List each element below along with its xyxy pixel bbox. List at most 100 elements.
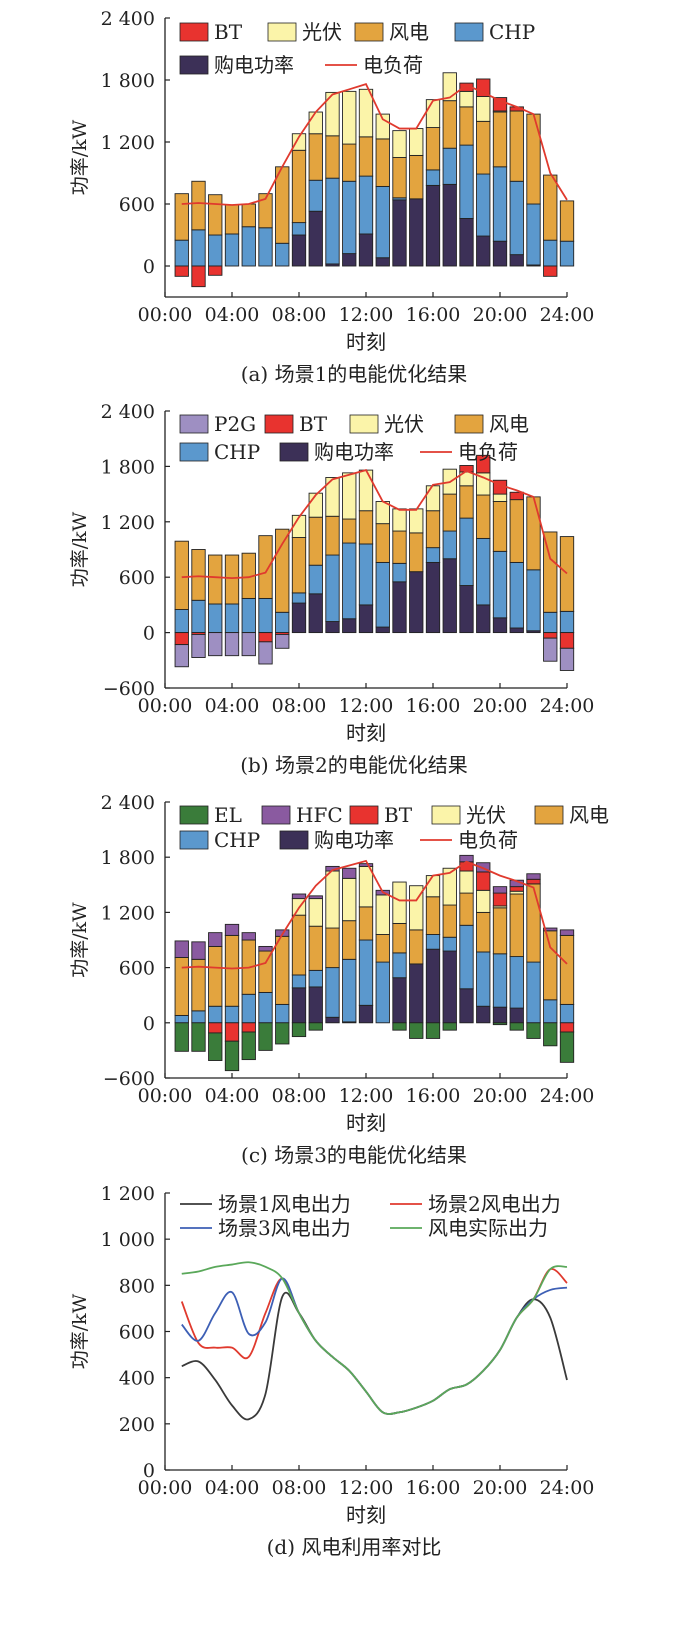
bar-wind [241, 203, 256, 228]
bar-bt [241, 1022, 256, 1033]
bar-chp [275, 1003, 290, 1024]
bar-wind [208, 554, 223, 605]
bar-wind [224, 554, 240, 605]
bar-grid [492, 1006, 508, 1024]
bar-hfc [308, 895, 323, 900]
bar-chp [208, 234, 223, 267]
bar-chp [308, 179, 323, 212]
bar-chp [509, 180, 524, 256]
legend-label: BT [299, 412, 328, 436]
load-line [181, 859, 568, 970]
bar-chp [191, 1010, 206, 1024]
bar-bt [476, 454, 491, 474]
bar-el [291, 1022, 307, 1038]
x-tick-label: 20:00 [473, 1477, 528, 1499]
bar-bt [224, 1022, 240, 1042]
x-tick-label: 00:00 [138, 304, 193, 326]
bar-wind [258, 950, 273, 993]
legend-swatch [454, 414, 484, 434]
bar-grid [492, 240, 508, 267]
x-axis-label: 时刻 [346, 330, 386, 354]
y-tick-label: 600 [119, 958, 155, 980]
bar-chp [543, 611, 558, 634]
bar-hfc [174, 940, 189, 958]
bar-chp [308, 969, 323, 988]
bar-hfc [526, 873, 541, 880]
bar-pv [358, 469, 374, 512]
bar-chp [559, 240, 575, 267]
y-tick-label: 2 400 [101, 8, 155, 30]
bar-wind [258, 535, 273, 599]
bar-wind [425, 510, 441, 549]
legend-label: 购电功率 [314, 440, 394, 464]
bar-p2g [174, 644, 189, 668]
bar-grid [425, 948, 441, 1024]
bar-p2g [224, 632, 240, 657]
x-tick-label: 20:00 [473, 1085, 528, 1107]
legend-label: CHP [214, 828, 260, 852]
bar-hfc [208, 932, 223, 947]
y-axis-label: 功率/kW [69, 511, 91, 587]
bar-wind [191, 549, 206, 601]
bar-wind [392, 157, 407, 199]
legend-swatch [179, 414, 209, 434]
bar-wind [174, 540, 189, 610]
bar-chp [358, 543, 374, 606]
legend-swatch [179, 22, 209, 42]
bar-grid [509, 627, 524, 634]
bar-pv [459, 870, 474, 894]
bar-pv [392, 881, 407, 924]
x-axis-label: 时刻 [346, 1111, 386, 1135]
bar-grid [342, 253, 357, 267]
bar-chp [275, 242, 290, 267]
bar-el [492, 1022, 508, 1026]
bar-el [559, 1031, 575, 1063]
x-tick-label: 00:00 [138, 695, 193, 717]
bar-pv [342, 472, 357, 520]
bar-bt [509, 886, 524, 892]
bar-grid [409, 571, 424, 634]
x-tick-label: 16:00 [406, 695, 461, 717]
bar-wind [425, 127, 441, 171]
bar-wind [509, 893, 524, 958]
x-tick-label: 04:00 [205, 304, 260, 326]
bar-bt [559, 632, 575, 649]
y-tick-label: 1 800 [101, 456, 155, 478]
y-tick-label: 0 [143, 623, 155, 645]
x-tick-label: 24:00 [540, 1085, 595, 1107]
bar-hfc [291, 893, 307, 900]
bar-chp [392, 952, 407, 979]
legend-label: 风电 [569, 803, 609, 827]
bar-grid [342, 618, 357, 634]
series-line-3 [181, 1277, 568, 1415]
bar-wind [543, 174, 558, 241]
bar-chp [459, 924, 474, 990]
bar-wind [559, 934, 575, 1005]
x-axis-label: 时刻 [346, 721, 386, 745]
bar-pv [425, 485, 441, 512]
legend-label: 购电功率 [214, 53, 294, 77]
legend-label: CHP [489, 20, 535, 44]
x-tick-label: 24:00 [540, 1477, 595, 1499]
series-line-2 [180, 1268, 568, 1415]
bar-chp [526, 569, 541, 632]
bar-chp [258, 991, 273, 1024]
bar-chp [224, 603, 240, 634]
legend-label: 风电实际出力 [428, 1216, 548, 1240]
bar-grid [358, 1004, 374, 1024]
bar-chp [342, 180, 357, 255]
bar-chp [258, 597, 273, 634]
bar-pv [308, 111, 323, 135]
load-line [181, 469, 568, 580]
bar-el [258, 1022, 273, 1051]
bar-wind [543, 531, 558, 613]
bar-pv [325, 91, 340, 137]
bar-grid [492, 617, 508, 634]
bar-bt [543, 632, 558, 639]
y-tick-label: 400 [119, 1368, 155, 1390]
bar-hfc [543, 927, 558, 932]
bar-wind [258, 193, 273, 229]
legend-swatch [261, 805, 291, 825]
bar-chp [325, 967, 340, 1018]
